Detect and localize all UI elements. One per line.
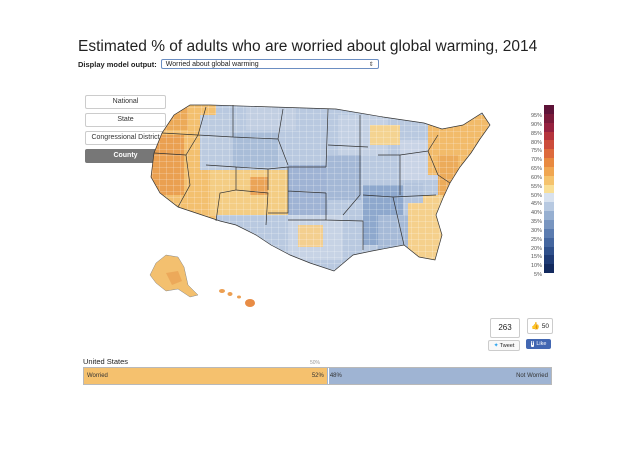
- legend-label: 95%: [530, 113, 542, 119]
- legend-swatch: [544, 184, 554, 194]
- state-button[interactable]: State: [85, 113, 166, 127]
- national-button[interactable]: National: [85, 95, 166, 109]
- worried-percent: 52%: [311, 373, 324, 379]
- county-button[interactable]: County: [85, 149, 166, 163]
- geography-level-buttons: National State Congressional District Co…: [85, 95, 166, 163]
- legend-label: 25%: [530, 236, 542, 243]
- hawaii-inset: [219, 289, 255, 307]
- facebook-icon: f: [530, 341, 535, 347]
- like-count-box: 👍 50: [527, 318, 553, 334]
- like-count: 50: [541, 322, 549, 330]
- legend-swatch: [544, 211, 554, 220]
- legend-swatch: [544, 113, 554, 123]
- model-output-label: Display model output:: [78, 59, 157, 69]
- worried-segment: Worried 52%: [84, 368, 327, 384]
- tweet-count: 263: [490, 318, 520, 338]
- not-worried-label: Not Worried: [516, 373, 548, 379]
- facebook-like-button[interactable]: f Like: [526, 339, 551, 349]
- legend-label: 60%: [530, 174, 542, 181]
- legend-label: 85%: [530, 130, 542, 137]
- us-county-map[interactable]: [138, 95, 498, 313]
- legend-label: 15%: [530, 254, 542, 261]
- legend-label: 50%: [530, 192, 542, 199]
- legend-label: 5%: [534, 272, 542, 279]
- contiguous-us: [150, 104, 491, 272]
- legend-swatch: [544, 149, 554, 159]
- legend-swatch: [544, 175, 554, 185]
- legend-swatch: [544, 237, 554, 247]
- legend-label: 80%: [530, 139, 542, 146]
- legend-label: 30%: [530, 227, 542, 234]
- legend-label: 45%: [530, 201, 542, 208]
- legend-swatch: [544, 131, 554, 141]
- legend-swatch: [544, 158, 554, 167]
- not-worried-segment: 48% Not Worried: [326, 368, 551, 384]
- legend-swatch: [544, 255, 554, 265]
- legend-label: 20%: [530, 245, 542, 252]
- legend-swatch: [544, 166, 554, 176]
- bar-midpoint-marker: [328, 368, 329, 384]
- legend-swatch: [544, 105, 554, 114]
- tweet-label: Tweet: [499, 342, 515, 349]
- not-worried-percent: 48%: [329, 373, 342, 379]
- alaska-inset: [149, 254, 199, 298]
- model-output-control: Display model output: Worried about glob…: [78, 59, 379, 69]
- bar-region-name: United States: [83, 357, 129, 366]
- legend-label: 55%: [530, 183, 542, 190]
- model-output-selected: Worried about global warming: [165, 60, 259, 68]
- chevron-updown-icon: ⇕: [368, 61, 374, 68]
- legend-label: 65%: [530, 166, 542, 173]
- color-legend: 95% 90% 85% 80% 75% 70% 65% 60% 55% 50% 45% 40% 35% 3…: [527, 105, 567, 278]
- legend-swatch: [544, 122, 554, 132]
- legend-label: 35%: [530, 219, 542, 226]
- legend-label: 40%: [530, 210, 542, 217]
- legend-label: 70%: [530, 157, 542, 164]
- legend-label: 75%: [530, 148, 542, 155]
- legend-swatch: [544, 228, 554, 238]
- model-output-select[interactable]: Worried about global warming ⇕: [160, 59, 379, 69]
- legend-swatch: [544, 246, 554, 256]
- tweet-button[interactable]: ✦ Tweet: [488, 340, 520, 351]
- worried-label: Worried: [87, 373, 108, 379]
- legend-swatch: [544, 140, 554, 150]
- thumbs-up-icon: 👍: [531, 323, 540, 330]
- twitter-bird-icon: ✦: [493, 343, 499, 349]
- legend-swatch: [544, 193, 554, 203]
- like-label: Like: [536, 341, 547, 347]
- legend-color-scale: [544, 105, 554, 274]
- legend-swatch: [544, 264, 554, 274]
- legend-label: 90%: [530, 121, 542, 128]
- legend-swatch: [544, 202, 554, 212]
- legend-swatch: [544, 219, 554, 229]
- legend-label: 10%: [530, 263, 542, 270]
- worried-split-bar: Worried 52% 48% Not Worried: [83, 367, 552, 385]
- bar-midpoint-label: 50%: [310, 360, 321, 366]
- page-title: Estimated % of adults who are worried ab…: [78, 38, 538, 55]
